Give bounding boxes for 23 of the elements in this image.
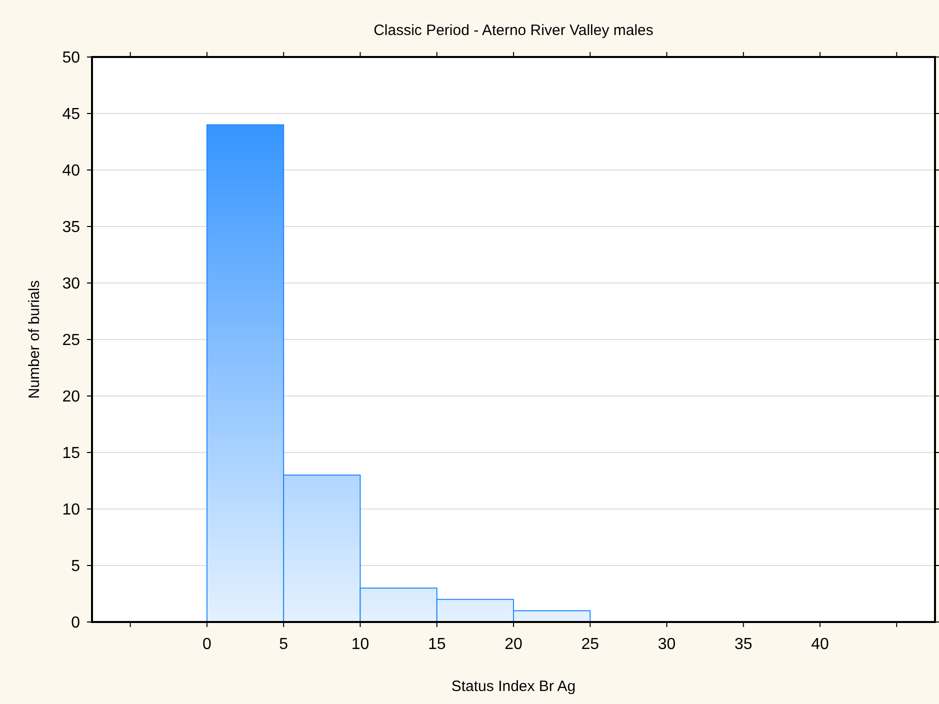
y-tick-label: 5: [71, 558, 80, 576]
y-tick-label: 10: [62, 502, 80, 519]
y-tick-label: 25: [62, 332, 80, 350]
x-tick-label: 35: [734, 636, 752, 653]
x-tick-label: 5: [279, 636, 288, 653]
y-axis-title: Number of burials: [26, 280, 43, 399]
x-tick-label: 15: [428, 636, 446, 653]
x-tick-label: 40: [811, 636, 830, 653]
y-tick-label: 20: [62, 388, 80, 406]
y-tick-label: 35: [62, 219, 80, 236]
x-tick-label: 25: [581, 636, 600, 653]
y-tick-label: 50: [62, 50, 80, 67]
y-tick-label: 45: [62, 106, 80, 124]
x-axis-title: Status Index Br Ag: [451, 678, 576, 695]
x-tick-label: 0: [202, 636, 212, 653]
y-tick-label: 40: [62, 162, 80, 180]
chart-title: Classic Period - Aterno River Valley males: [374, 22, 654, 39]
y-tick-label: 0: [71, 614, 80, 632]
x-tick-label: 10: [351, 636, 370, 653]
x-tick-label: 20: [504, 636, 522, 653]
y-tick-label: 15: [62, 445, 80, 462]
x-tick-label: 30: [658, 636, 676, 653]
y-tick-label: 30: [62, 276, 80, 293]
